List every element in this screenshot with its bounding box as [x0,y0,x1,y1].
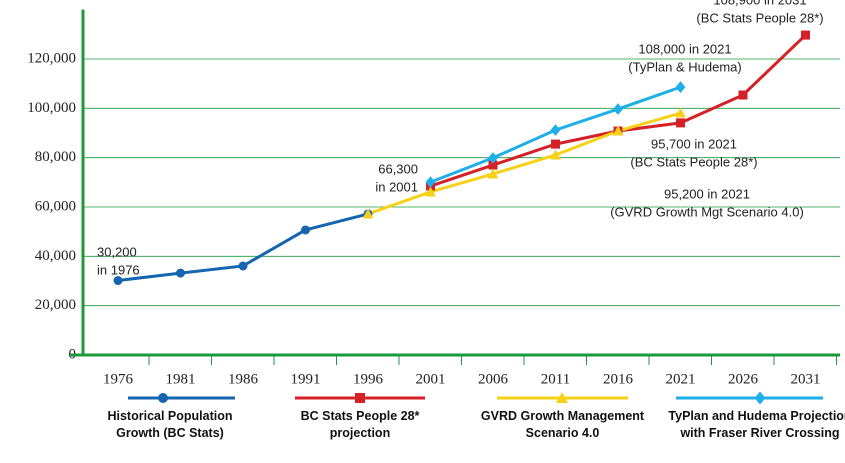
marker [176,268,185,278]
marker [487,168,499,179]
marker [675,81,686,93]
x-tick-label: 2026 [728,371,759,387]
marker [355,393,365,403]
y-tick-label: 120,000 [27,50,76,66]
annotation: 95,200 in 2021 [664,186,750,201]
marker [556,392,568,403]
legend-label: BC Stats People 28* projection [300,409,420,440]
marker [425,176,436,188]
marker [550,124,561,136]
x-tick-label: 2001 [416,371,446,387]
annotation: 30,200 [97,244,137,259]
marker [362,208,374,219]
annotation: (TyPlan & Hudema) [628,59,741,74]
annotation: (BC Stats People 28*) [696,10,823,25]
annotation: 108,900 in 2031 [713,0,806,7]
x-tick-label: 1981 [166,371,196,387]
annotation: (BC Stats People 28*) [630,154,757,169]
annotation: in 2001 [375,179,418,194]
annotation: 108,000 in 2021 [638,41,731,56]
marker [613,103,623,115]
marker [488,152,498,164]
marker [113,276,123,286]
marker [801,30,810,40]
marker [488,160,498,170]
marker [301,225,310,235]
series-line [367,111,681,216]
annotation: in 1976 [97,262,140,277]
x-tick-label: 1986 [228,371,259,387]
x-tick-label: 2006 [478,371,509,387]
x-tick-label: 1991 [291,371,321,387]
marker [754,391,766,405]
marker [551,139,560,149]
y-tick-label: 40,000 [35,248,76,264]
x-tick-label: 1996 [353,371,384,387]
annotation: 95,700 in 2021 [651,136,737,151]
marker [425,186,436,197]
series-line [117,212,369,282]
x-tick-label: 2021 [666,371,696,387]
legend-label: Historical Population Growth (BC Stats) [107,409,233,440]
y-tick-label: 60,000 [35,198,76,214]
annotation: 66,300 [378,161,418,176]
x-tick-label: 2016 [603,371,634,387]
marker [158,393,168,403]
y-tick-label: 20,000 [35,297,76,313]
legend-label: TyPlan and Hudema Projection with Fraser… [668,409,845,440]
marker [675,107,686,118]
annotation: (GVRD Growth Mgt Scenario 4.0) [610,204,804,219]
y-tick-label: 100,000 [27,100,76,116]
x-tick-label: 2031 [791,371,821,387]
x-tick-label: 1976 [103,371,134,387]
marker [550,149,561,160]
y-tick-label: 80,000 [35,149,76,165]
marker [238,261,248,271]
x-tick-label: 2011 [541,371,570,387]
marker [738,90,748,100]
legend-label: GVRD Growth Management Scenario 4.0 [480,409,645,440]
marker [612,125,624,136]
marker [676,118,685,128]
